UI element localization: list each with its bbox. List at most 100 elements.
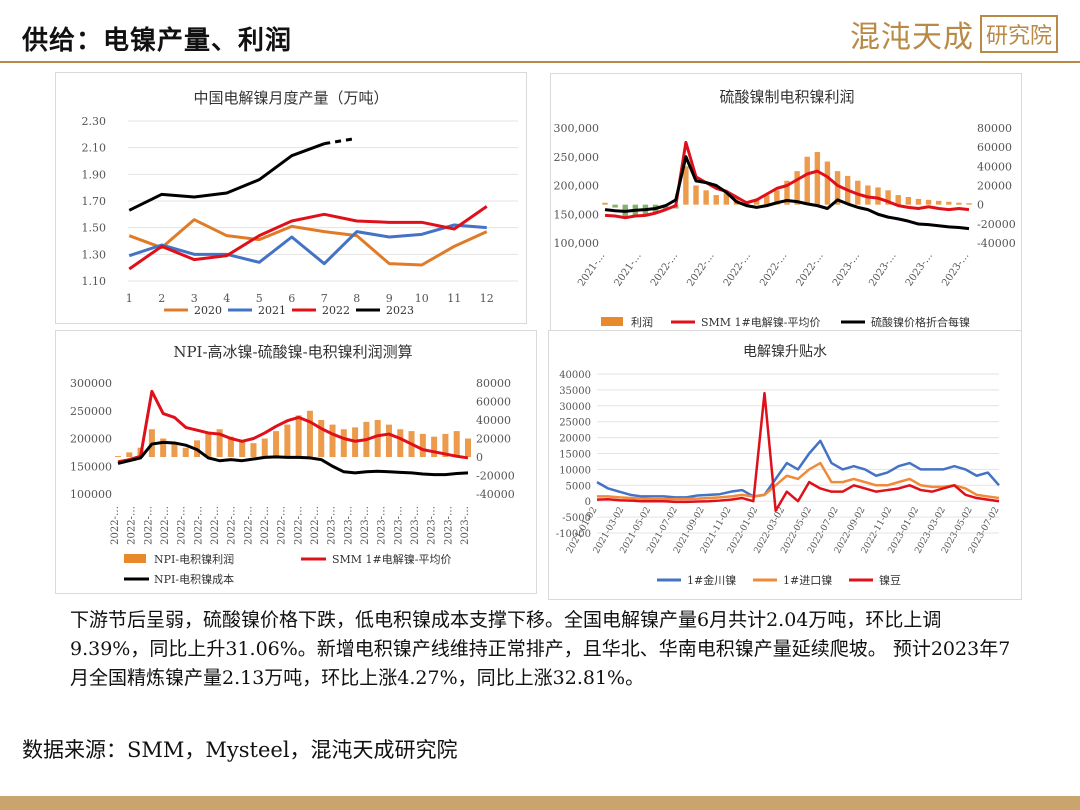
y-tick-label: 1.30	[82, 248, 107, 261]
y-tick-label: 0	[585, 497, 591, 508]
x-tick-label: 6	[288, 292, 295, 305]
y-tick-label: 25000	[559, 418, 591, 429]
y-right-tick-label: -20000	[977, 218, 1016, 231]
profit-bar	[216, 429, 223, 457]
profit-bar	[966, 203, 972, 205]
profit-bar	[713, 195, 719, 205]
summary-text: 下游节后呈弱，硫酸镍价格下跌，低电积镍成本支撑下移。全国电解镍产量6月共计2.0…	[70, 609, 1011, 689]
chart-title: 电解镍升贴水	[743, 344, 827, 360]
profit-bar	[431, 436, 438, 457]
x-tick-label: 2023-…	[831, 250, 862, 288]
x-tick-label: 2022-…	[243, 506, 254, 545]
legend-label: 镍豆	[879, 573, 901, 587]
y-right-tick-label: 0	[476, 451, 483, 464]
y-right-tick-label: 20000	[476, 433, 511, 446]
series-line	[596, 391, 1000, 512]
profit-bar	[397, 429, 404, 457]
y-tick-label: 1.10	[82, 275, 107, 288]
chart-panel-premium: 电解镍升贴水 -10000 -5000 0 5000 10000 15000 20000 250…	[548, 330, 1022, 600]
legend-label: 2022	[322, 304, 350, 317]
logo-text: 混沌天成	[849, 20, 974, 55]
legend-label: 2021	[258, 304, 286, 317]
x-tick-label: 10	[415, 292, 429, 305]
profit-bar	[925, 199, 932, 205]
y-left-tick-label: 250000	[70, 405, 112, 418]
legend-label: 硫酸镍价格折合每镍	[871, 315, 970, 329]
y-tick-label: 40000	[559, 370, 591, 381]
x-tick-label: 2023-…	[327, 506, 338, 545]
x-tick-label: 11	[447, 292, 461, 305]
profit-bar	[784, 180, 790, 205]
x-tick-label: 2022-…	[127, 506, 138, 545]
series-line	[596, 439, 1000, 499]
legend-swatch	[601, 317, 623, 326]
series-line	[597, 461, 1000, 501]
series-line	[128, 205, 488, 271]
x-tick-label: 2022-…	[110, 506, 121, 545]
profit-bar	[612, 204, 618, 208]
series-line	[117, 389, 469, 464]
profit-bar	[915, 198, 922, 205]
y-right-tick-label: -40000	[476, 488, 515, 501]
y-tick-label: 10000	[559, 465, 591, 476]
y-tick-label: 30000	[559, 402, 591, 413]
profit-bar	[875, 187, 881, 205]
profit-bar	[385, 424, 392, 457]
legend-label: 2020	[194, 304, 222, 317]
x-tick-label: 2023-…	[940, 250, 971, 288]
y-left-tick-label: 150,000	[554, 208, 600, 221]
x-tick-label: 2021-…	[613, 250, 644, 288]
chart-sulfate-profit: 硫酸镍制电积镍利润 100,000 150,000 200,000 250,000 300…	[554, 88, 1016, 329]
brand-logo: 混沌天成 研究院	[850, 12, 1058, 56]
x-tick-label: 5	[256, 292, 263, 305]
x-tick-label: 2022-…	[310, 506, 321, 545]
profit-bar	[442, 433, 449, 457]
x-tick-label: 8	[353, 292, 360, 305]
profit-bar	[126, 452, 133, 457]
profit-bar	[693, 185, 699, 205]
footer-bar	[0, 796, 1080, 810]
legend-label: 1#金川镍	[687, 573, 736, 587]
chart-panel-npi-profit: NPI-高冰镍-硫酸镍-电积镍利润测算 100000 150000 200000 250…	[55, 330, 537, 594]
profit-bar	[723, 193, 730, 205]
profit-bar	[814, 151, 821, 205]
x-tick-label: 3	[191, 292, 198, 305]
chart-premium: 电解镍升贴水 -10000 -5000 0 5000 10000 15000 20000 250…	[556, 344, 1002, 587]
x-tick-label: 2023-…	[393, 506, 404, 545]
series-line	[128, 142, 325, 212]
logo-box: 研究院	[979, 15, 1058, 53]
profit-bar	[453, 431, 460, 457]
profit-bar	[374, 420, 381, 457]
profit-bar	[602, 202, 608, 205]
x-tick-label: 2022-…	[795, 250, 826, 288]
x-tick-label: 2022-…	[143, 506, 154, 545]
y-tick-label: 5000	[566, 481, 591, 492]
y-tick-label: -5000	[562, 513, 591, 524]
y-tick-label: 2.30	[82, 115, 107, 128]
legend-label: 2023	[386, 304, 414, 317]
y-left-tick-label: 200000	[70, 433, 112, 446]
y-right-tick-label: 20000	[977, 180, 1012, 193]
profit-bar	[774, 190, 780, 205]
chart-panel-sulfate-profit: 硫酸镍制电积镍利润 100,000 150,000 200,000 250,000 300…	[550, 73, 1022, 333]
x-tick-label: 2023-…	[377, 506, 388, 545]
x-tick-label: 2022-…	[177, 506, 188, 545]
x-tick-label: 7	[321, 292, 328, 305]
profit-bar	[834, 171, 841, 205]
profit-bar	[227, 436, 234, 457]
profit-bar	[114, 456, 122, 457]
legend-swatch	[124, 554, 146, 563]
legend-label: 1#进口镍	[783, 573, 832, 587]
y-left-tick-label: 100,000	[554, 237, 600, 250]
y-right-tick-label: -20000	[476, 470, 515, 483]
chart-npi-profit: NPI-高冰镍-硫酸镍-电积镍利润测算100000150000200000250…	[70, 343, 515, 586]
y-tick-label: 1.90	[82, 168, 107, 181]
x-tick-label: 2023-…	[460, 506, 471, 545]
profit-bar	[824, 161, 831, 205]
x-tick-label: 2021-…	[576, 250, 607, 288]
x-tick-label: 9	[386, 292, 393, 305]
y-right-tick-label: 80000	[476, 377, 511, 390]
profit-bar	[340, 429, 347, 457]
x-tick-label: 2023-…	[443, 506, 454, 545]
y-tick-label: 1.70	[82, 195, 107, 208]
